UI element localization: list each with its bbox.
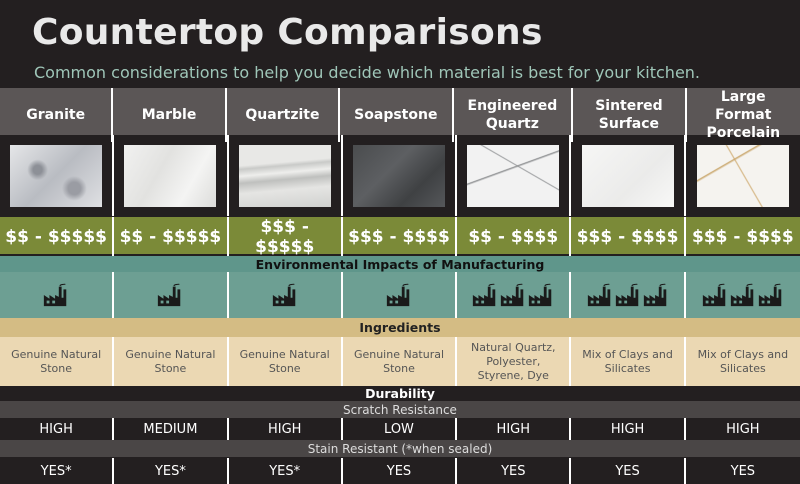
icon-row xyxy=(0,272,800,318)
swatch-cell xyxy=(0,135,115,216)
factory-icon xyxy=(157,283,182,307)
factory-icon xyxy=(272,283,296,307)
factory-icon xyxy=(386,283,410,307)
stain-value: YES xyxy=(343,458,458,484)
price: $$$ - $$$$ xyxy=(691,227,794,247)
scratch-value: HIGH xyxy=(726,421,760,437)
swatch-cell xyxy=(343,135,458,216)
ingredients: Genuine Natural Stone xyxy=(229,337,343,386)
price: $$ - $$$$$ xyxy=(0,217,115,257)
icon-cell xyxy=(571,272,686,318)
material-name: Large Format Porcelain xyxy=(706,89,781,141)
icon-cell xyxy=(0,272,115,318)
swatch-cell xyxy=(457,135,572,216)
stain-value: YES xyxy=(571,458,686,484)
ingredients: Mix of Clays and Silicates xyxy=(697,347,789,375)
stain-value: YES* xyxy=(229,458,343,484)
swatch xyxy=(581,144,674,207)
price: $$$ - $$$$$ xyxy=(229,217,343,257)
scratch-value: HIGH xyxy=(571,418,686,440)
ingredients: Genuine Natural Stone xyxy=(343,337,458,386)
ingredients: Genuine Natural Stone xyxy=(114,337,229,386)
environment-header: Environmental Impacts of Manufacturing xyxy=(0,256,800,272)
scratch-value: HIGH xyxy=(229,418,343,440)
swatch-cell xyxy=(686,135,800,216)
stain-header: Stain Resistant (*when sealed) xyxy=(0,440,800,457)
ingredients: Genuine Natural Stone xyxy=(0,337,115,386)
stain-value: YES xyxy=(457,458,572,484)
stain-value: YES* xyxy=(114,458,229,484)
factory-icon xyxy=(43,283,67,307)
price: $$$ - $$$$ xyxy=(343,217,458,257)
icon-cell xyxy=(343,272,458,318)
material-name: Engineered Quartz xyxy=(454,88,574,142)
swatch-cell xyxy=(571,135,686,216)
icon-cell xyxy=(114,272,229,318)
scratch-value: LOW xyxy=(343,418,458,440)
swatch xyxy=(467,144,560,207)
swatch-cell xyxy=(114,135,229,216)
subtitle: Common considerations to help you decide… xyxy=(34,63,701,82)
swatch xyxy=(124,144,217,207)
swatch xyxy=(238,144,331,207)
factory-icon xyxy=(702,283,782,307)
factory-icon xyxy=(472,283,553,307)
swatch xyxy=(10,144,103,207)
material-name: Quartzite xyxy=(227,88,341,142)
factory-icon xyxy=(586,283,667,307)
ingredients-header: Ingredients xyxy=(0,318,800,337)
icon-cell xyxy=(457,272,572,318)
scratch-value: HIGH xyxy=(0,418,115,440)
ingredients: Mix of Clays and Silicates xyxy=(571,337,686,386)
title: Countertop Comparisons xyxy=(32,12,543,53)
price: $$$ - $$$$ xyxy=(571,217,686,257)
price-row: $$ - $$$$$ $$ - $$$$$ $$$ - $$$$$ $$$ - $$$… xyxy=(0,217,800,257)
material-name: Granite xyxy=(0,88,114,142)
scratch-value: HIGH xyxy=(457,418,572,440)
swatch xyxy=(696,144,789,207)
swatch-cell xyxy=(229,135,343,216)
material-name: Soapstone xyxy=(340,88,454,142)
durability-header: Durability xyxy=(365,386,435,401)
ingredients-row: Genuine Natural Stone Genuine Natural Sto… xyxy=(0,337,800,386)
icon-cell xyxy=(686,272,800,318)
name-row: Granite Marble Quartzite Soapstone Engineere… xyxy=(0,88,800,142)
ingredients: Natural Quartz, Polyester, Styrene, Dye xyxy=(457,337,572,386)
stain-value: YES* xyxy=(0,458,115,484)
stain-row: YES* YES* YES* YES YES YES YES xyxy=(0,458,800,484)
scratch-value: MEDIUM xyxy=(114,418,229,440)
material-name: Marble xyxy=(113,88,227,142)
scratch-header: Scratch Resistance xyxy=(0,401,800,418)
price: $$ - $$$$ xyxy=(457,217,572,257)
material-name: Sintered Surface xyxy=(573,88,687,142)
price: $$ - $$$$$ xyxy=(114,217,229,257)
stain-value: YES xyxy=(730,463,756,479)
icon-cell xyxy=(229,272,343,318)
scratch-row: HIGH MEDIUM HIGH LOW HIGH HIGH HIGH xyxy=(0,418,800,440)
swatch xyxy=(352,144,445,207)
swatch-row xyxy=(0,135,800,216)
